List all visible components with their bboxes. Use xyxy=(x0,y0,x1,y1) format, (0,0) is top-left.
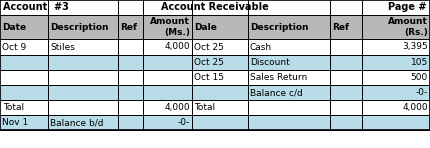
Text: Oct 25: Oct 25 xyxy=(194,42,224,52)
Bar xyxy=(192,70,430,85)
Text: Amount
(Rs.): Amount (Rs.) xyxy=(388,17,428,37)
Bar xyxy=(192,55,430,70)
Text: Discount: Discount xyxy=(250,58,290,67)
Bar xyxy=(0,15,430,39)
Text: Oct 25: Oct 25 xyxy=(194,58,224,67)
Text: 105: 105 xyxy=(411,58,428,67)
Bar xyxy=(192,39,430,55)
Text: Dale: Dale xyxy=(194,22,217,32)
Text: Nov 1: Nov 1 xyxy=(2,118,28,127)
Text: Ref: Ref xyxy=(120,22,137,32)
Text: -0-: -0- xyxy=(178,118,190,127)
Text: 4,000: 4,000 xyxy=(164,42,190,52)
Bar xyxy=(192,85,430,100)
Bar xyxy=(0,55,192,70)
Text: Account Receivable: Account Receivable xyxy=(161,3,269,12)
Text: Description: Description xyxy=(250,22,308,32)
Text: Oct 15: Oct 15 xyxy=(194,73,224,82)
Text: 4,000: 4,000 xyxy=(402,103,428,112)
Text: Amount
(Ms.): Amount (Ms.) xyxy=(150,17,190,37)
Bar xyxy=(0,115,430,130)
Bar xyxy=(0,70,192,85)
Text: Stiles: Stiles xyxy=(50,42,75,52)
Bar xyxy=(0,100,430,115)
Bar xyxy=(0,0,430,130)
Text: Oct 9: Oct 9 xyxy=(2,42,26,52)
Text: 500: 500 xyxy=(411,73,428,82)
Text: Date: Date xyxy=(2,22,26,32)
Text: Balance c/d: Balance c/d xyxy=(250,88,303,97)
Text: Total: Total xyxy=(194,103,215,112)
Bar xyxy=(0,39,192,55)
Text: Total: Total xyxy=(3,103,24,112)
Text: 4,000: 4,000 xyxy=(164,103,190,112)
Text: Sales Return: Sales Return xyxy=(250,73,307,82)
Text: Page #: Page # xyxy=(388,3,427,12)
Text: -0-: -0- xyxy=(416,88,428,97)
Text: Cash: Cash xyxy=(250,42,272,52)
Text: Description: Description xyxy=(50,22,108,32)
Bar xyxy=(0,85,192,100)
Bar xyxy=(0,0,430,15)
Text: Ref: Ref xyxy=(332,22,349,32)
Text: Balance b/d: Balance b/d xyxy=(50,118,104,127)
Text: Account  #3: Account #3 xyxy=(3,3,69,12)
Text: 3,395: 3,395 xyxy=(402,42,428,52)
